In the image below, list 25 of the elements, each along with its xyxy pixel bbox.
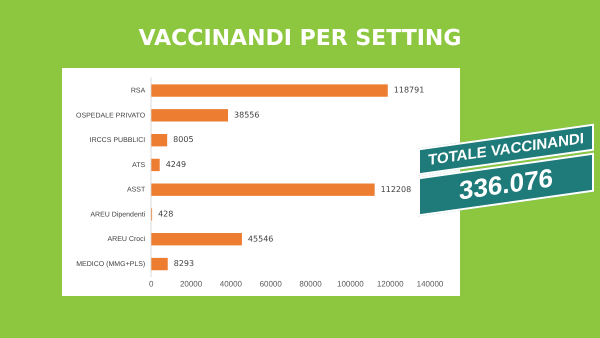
bar <box>151 134 168 146</box>
data-label: 8005 <box>173 135 194 144</box>
data-label: 428 <box>158 210 174 219</box>
x-tick-label: 80000 <box>299 279 322 288</box>
data-label: 4249 <box>166 160 186 169</box>
x-tick-label: 100000 <box>337 279 364 288</box>
x-tick-label: 60000 <box>260 279 282 288</box>
x-tick-label: 140000 <box>416 279 444 288</box>
chart-title: VACCINANDI PER SETTING <box>138 26 462 51</box>
bar <box>151 109 228 122</box>
x-tick-label: 20000 <box>180 279 203 288</box>
x-tick-label: 0 <box>149 279 154 288</box>
bar <box>151 158 160 172</box>
bar <box>151 183 375 196</box>
x-tick-label: 40000 <box>220 279 243 288</box>
data-label: 38556 <box>234 110 260 120</box>
data-label: 118791 <box>394 86 424 95</box>
bar <box>151 258 168 270</box>
data-label: 45546 <box>248 234 274 244</box>
bar <box>151 84 388 97</box>
data-label: 8293 <box>174 259 194 268</box>
banner-panel: TOTALE VACCINANDI 336.076 <box>418 124 594 216</box>
bar <box>151 233 242 246</box>
data-label: 112208 <box>380 184 412 194</box>
x-tick-label: 120000 <box>376 279 404 288</box>
